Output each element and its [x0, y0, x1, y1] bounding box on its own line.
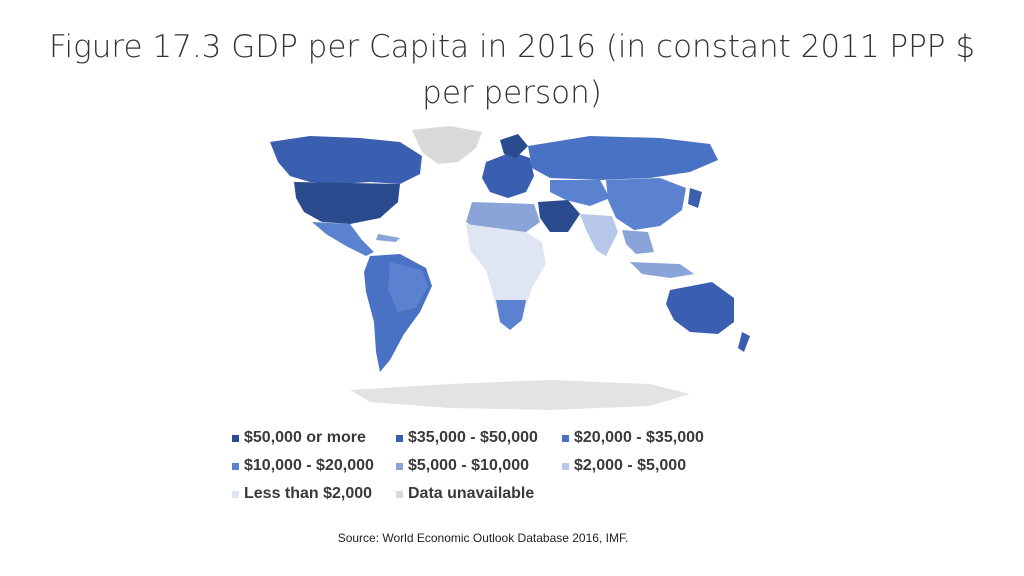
region-china [606, 178, 686, 230]
legend-swatch [232, 490, 239, 498]
region-scandinavia [500, 134, 528, 158]
legend-item: $50,000 or more [232, 429, 396, 447]
region-australia [666, 282, 734, 334]
legend-item: $35,000 - $50,000 [396, 429, 562, 447]
legend-label: $10,000 - $20,000 [244, 457, 374, 474]
legend-swatch [396, 462, 403, 470]
region-southern-africa [496, 300, 526, 330]
region-caribbean [376, 234, 400, 242]
legend-item: $2,000 - $5,000 [562, 457, 732, 475]
legend-label: Less than $2,000 [244, 485, 373, 502]
region-new-zealand [738, 332, 750, 352]
region-europe [482, 152, 534, 198]
legend-label: $35,000 - $50,000 [408, 429, 538, 446]
region-antarctica [350, 380, 690, 410]
region-north-africa [466, 202, 540, 232]
region-indonesia [630, 262, 694, 278]
region-greenland [412, 126, 482, 164]
legend-label: Data unavailable [408, 485, 535, 502]
legend-label: $5,000 - $10,000 [408, 457, 529, 474]
source-note: Source: World Economic Outlook Database … [337, 531, 629, 545]
legend-item: $5,000 - $10,000 [396, 457, 562, 475]
region-india [580, 214, 618, 256]
legend-swatch [396, 434, 403, 442]
world-map [270, 126, 750, 410]
legend-item: $20,000 - $35,000 [562, 429, 732, 447]
figure-title-line-1: Figure 17.3 GDP per Capita in 2016 (in c… [48, 29, 976, 65]
legend-swatch [232, 462, 239, 470]
region-sub-saharan-africa [466, 224, 546, 328]
figure-title-line-2: per person) [422, 75, 602, 111]
legend-item: Less than $2,000 [232, 485, 396, 503]
figure-title: Figure 17.3 GDP per Capita in 2016 (in c… [40, 24, 984, 116]
legend-swatch [562, 462, 569, 470]
region-usa [294, 182, 400, 224]
region-central-asia [550, 180, 610, 206]
region-russia [528, 136, 718, 180]
region-canada [270, 136, 422, 184]
legend-label: $20,000 - $35,000 [574, 429, 704, 446]
region-southeast-asia [622, 230, 654, 254]
legend-swatch [562, 434, 569, 442]
legend-swatch [396, 490, 403, 498]
region-brazil [388, 262, 428, 312]
region-mexico [312, 222, 374, 256]
legend-label: $50,000 or more [244, 429, 366, 446]
legend-swatch [232, 434, 239, 442]
legend-item: $10,000 - $20,000 [232, 457, 396, 475]
legend-item: Data unavailable [396, 485, 562, 503]
legend-label: $2,000 - $5,000 [574, 457, 687, 474]
map-legend: $50,000 or more $35,000 - $50,000 $20,00… [232, 424, 752, 508]
region-middle-east [538, 200, 580, 232]
region-japan-korea [688, 188, 702, 208]
